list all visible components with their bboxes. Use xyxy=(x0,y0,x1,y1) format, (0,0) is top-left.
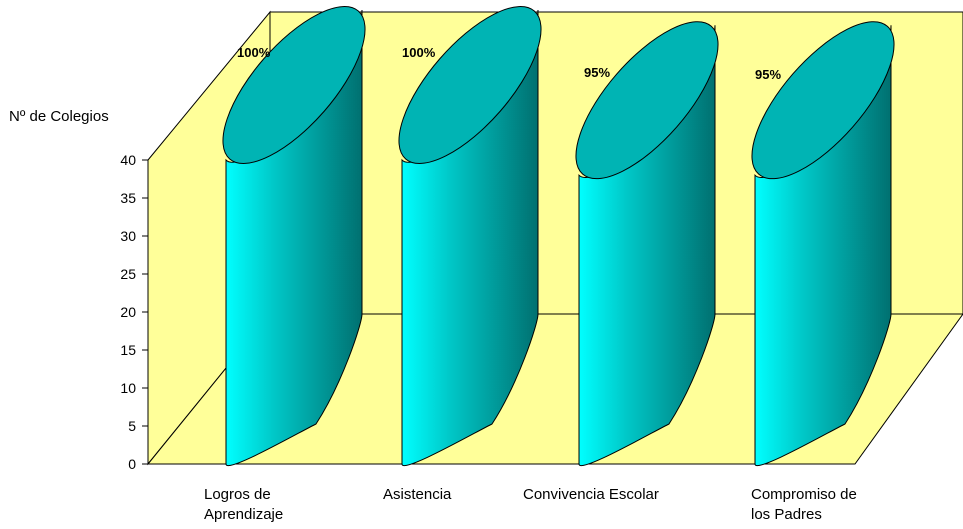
x-category-label: Compromiso de los Padres xyxy=(751,486,857,523)
x-category-line: Asistencia xyxy=(383,486,452,503)
x-category-line: los Padres xyxy=(751,506,822,523)
y-tick-label: 0 xyxy=(128,456,136,472)
x-category-line: Logros de xyxy=(204,486,271,503)
y-tick-label: 30 xyxy=(120,228,136,244)
x-category-line: Convivencia Escolar xyxy=(523,486,659,503)
bar-series: 100% 100% 95% 95% xyxy=(222,6,895,467)
x-category-label: Asistencia xyxy=(383,486,452,503)
data-label: 95% xyxy=(584,65,610,80)
x-category-line: Compromiso de xyxy=(751,486,857,503)
data-label: 100% xyxy=(237,45,271,60)
bar-top-cap xyxy=(222,6,366,164)
bar-top-cap xyxy=(398,6,542,164)
y-tick-label: 15 xyxy=(120,342,136,358)
y-tick-label: 5 xyxy=(128,418,136,434)
bar-cylinder: 95% xyxy=(751,21,895,467)
x-category-label: Logros de Aprendizaje xyxy=(204,486,283,523)
y-axis-title: Nº de Colegios xyxy=(9,108,109,125)
y-tick-label: 25 xyxy=(120,266,136,282)
y-tick-label: 35 xyxy=(120,190,136,206)
y-axis-ticks: 0 5 10 15 20 25 30 35 40 xyxy=(120,152,148,472)
data-label: 95% xyxy=(755,67,781,82)
y-tick-label: 10 xyxy=(120,380,136,396)
x-axis-labels: Logros de Aprendizaje Asistencia Convivenci… xyxy=(204,486,857,523)
bar-top-cap xyxy=(575,21,719,180)
bar-top-cap xyxy=(751,21,895,180)
data-label: 100% xyxy=(402,45,436,60)
bar-cylinder: 100% xyxy=(222,6,366,467)
x-category-label: Convivencia Escolar xyxy=(523,486,659,503)
bar-cylinder: 100% xyxy=(398,6,542,467)
y-tick-label: 20 xyxy=(120,304,136,320)
x-category-line: Aprendizaje xyxy=(204,506,283,523)
bar-cylinder: 95% xyxy=(575,21,719,467)
y-tick-label: 40 xyxy=(120,152,136,168)
